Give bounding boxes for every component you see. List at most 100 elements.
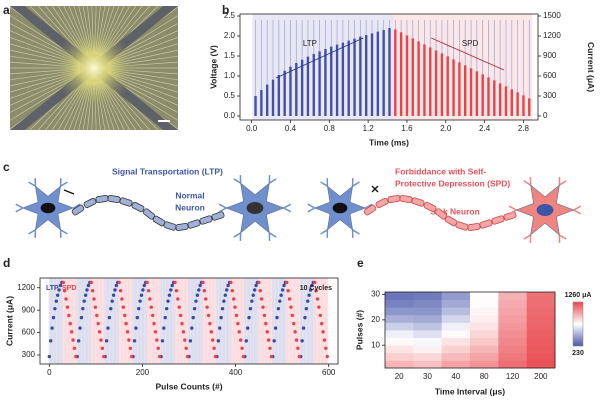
point [50,326,54,330]
point [184,346,188,350]
x-tick-label: 0.8 [324,124,336,133]
cycle-band [318,278,320,364]
cycle-band [84,278,87,364]
cycle-band [189,278,192,364]
heat-cell [441,322,471,331]
point [107,315,112,320]
cycle-band [291,278,294,364]
cycle-band [68,278,70,364]
heat-cell [526,360,556,369]
cycle-band [124,278,126,364]
cycle-band [216,278,218,364]
point [206,313,211,318]
heat-cell [441,292,471,300]
cycle-band [115,278,118,364]
cycle-band [322,278,325,364]
point [89,280,93,285]
cycle-band [210,278,213,364]
heat-cell [385,360,414,369]
point [178,313,183,318]
point [300,339,304,343]
point [220,306,225,311]
cycle-band [309,278,312,364]
cycle-band [295,278,298,364]
x-tick-label: 120 [506,372,520,381]
cycle-band [267,278,270,364]
point [250,299,254,303]
cycle-band [87,278,90,364]
point [160,339,165,343]
heat-cell [413,330,443,338]
point [314,289,318,293]
cycle-band [184,278,186,364]
heat-cell [498,345,528,354]
point [100,346,105,350]
point [234,313,239,318]
cycle-band [205,278,207,364]
point [96,321,100,326]
cycle-band [212,278,214,364]
cycle-band [326,278,329,364]
point [137,306,141,311]
cycle-band [158,278,161,364]
heat-cell [526,352,556,361]
point [208,321,212,326]
cycle-band [117,278,119,364]
point [269,354,274,359]
cycle-band [203,278,206,364]
cycle-band [283,278,285,364]
cycle-band [138,278,140,364]
point [275,315,279,320]
point [317,305,321,309]
y-tick-label: 0 [543,111,548,120]
point [64,297,68,301]
cycle-band [129,278,132,364]
cycle-band [70,278,73,364]
cycle-band [321,278,323,364]
cycle-band [51,278,54,364]
point [130,354,134,359]
point [272,339,276,343]
point [139,293,144,297]
point [49,339,53,343]
cycle-band [56,278,59,364]
heat-cell [385,299,414,308]
x-tick-label: 0.4 [285,124,297,133]
cycle-band [276,278,279,364]
cycle-band [319,278,322,364]
cycle-band [279,278,281,364]
heat-cell [498,314,528,323]
point [152,321,156,326]
cycle-band [136,278,139,364]
cycle-band [214,278,217,364]
cycle-band [290,278,292,364]
point [222,299,226,303]
point [296,346,300,350]
cycle-band [288,278,291,364]
point [82,299,86,303]
point [237,330,241,334]
point [321,330,325,334]
y-tick-label: 900 [543,51,557,60]
point [68,321,72,326]
y-tick-label: 0.5 [224,91,236,100]
point [259,297,264,301]
point [146,289,151,293]
point [117,280,121,285]
cycle-band [63,278,66,364]
cycle-band [86,278,89,364]
heat-cell [470,322,499,331]
cycle-band [209,278,211,364]
cycle-band [114,278,116,364]
point [238,338,243,342]
cycle-band [308,278,311,364]
heat-cell [441,307,471,316]
cycle-band [163,278,165,364]
heat-cell [385,322,414,331]
cycle-band [258,278,260,364]
point [191,315,195,320]
heat-cell [441,345,471,354]
point [264,321,268,326]
cycle-band [91,278,94,364]
heat-cell [385,330,414,338]
